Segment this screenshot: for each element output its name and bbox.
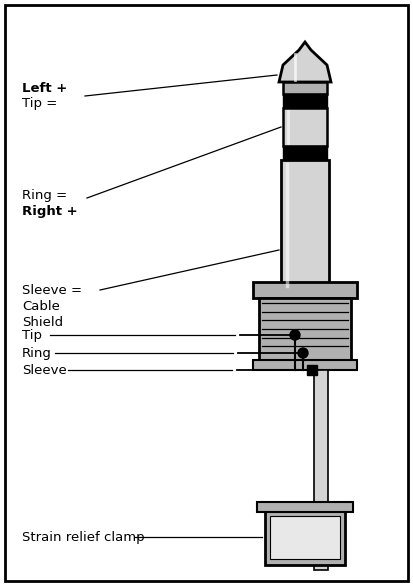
Bar	[283, 108, 327, 146]
Text: Tip: Tip	[22, 329, 42, 342]
Circle shape	[298, 348, 308, 358]
Bar	[281, 160, 329, 290]
Text: Left +: Left +	[22, 81, 67, 94]
Bar	[283, 146, 327, 160]
Bar	[270, 516, 340, 559]
Bar	[253, 360, 357, 370]
Text: Cable: Cable	[22, 299, 60, 312]
Text: Sleeve: Sleeve	[22, 363, 67, 376]
Bar	[307, 365, 317, 375]
Bar	[283, 82, 327, 94]
Bar	[265, 510, 345, 565]
Text: Tip =: Tip =	[22, 97, 57, 111]
Text: Ring =: Ring =	[22, 189, 67, 203]
Bar	[283, 94, 327, 108]
Text: Ring: Ring	[22, 346, 52, 359]
Bar	[314, 370, 328, 570]
Bar	[253, 282, 357, 298]
Text: Sleeve =: Sleeve =	[22, 284, 82, 297]
Text: Shield: Shield	[22, 315, 63, 329]
Bar	[259, 298, 351, 360]
Bar	[257, 502, 353, 512]
Circle shape	[290, 330, 300, 340]
Text: Strain relief clamp: Strain relief clamp	[22, 530, 145, 543]
Polygon shape	[279, 42, 331, 82]
Text: Right +: Right +	[22, 206, 78, 219]
